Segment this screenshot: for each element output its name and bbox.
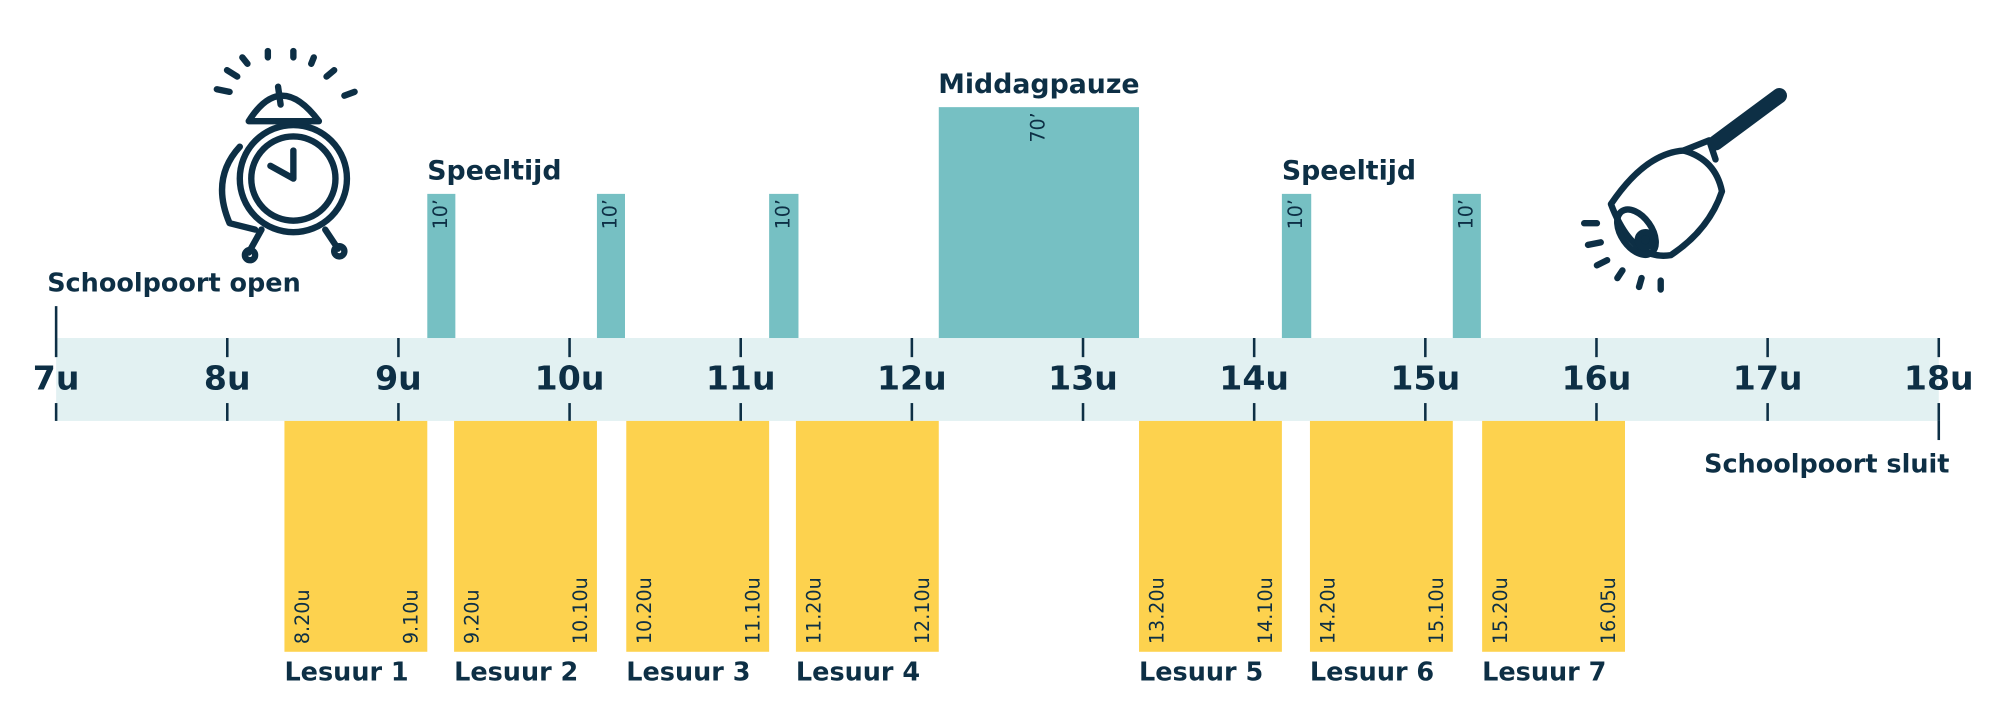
break-block (1452, 193, 1481, 339)
hour-label: 18u (1904, 359, 1974, 398)
break-block (769, 193, 799, 339)
hour-label: 14u (1219, 359, 1289, 398)
break-title: Speeltijd (1282, 156, 1416, 187)
break-title: Middagpauze (938, 69, 1139, 100)
time-band (56, 338, 1939, 421)
hour-label: 11u (706, 359, 776, 398)
hour-label: 15u (1390, 359, 1460, 398)
lesson-end: 15.10u (1425, 577, 1448, 644)
lesson-start: 8.20u (291, 589, 314, 644)
hour-label: 7u (33, 359, 80, 398)
break-block (938, 107, 1140, 339)
bell-icon (1580, 88, 1787, 293)
hour-label: 13u (1048, 359, 1118, 398)
lesson-name: Lesuur 5 (1139, 657, 1263, 687)
lesson-name: Lesuur 3 (626, 657, 750, 687)
lesson-block (1139, 420, 1282, 652)
lesson-start: 10.20u (633, 577, 656, 644)
lesson-block (626, 420, 770, 652)
lesson-block (284, 420, 428, 652)
break-duration: 10’ (1284, 199, 1307, 229)
lesson-start: 9.20u (461, 589, 484, 644)
lesson-name: Lesuur 6 (1310, 657, 1434, 687)
break-duration: 10’ (429, 199, 452, 229)
lesson-name: Lesuur 2 (454, 657, 578, 687)
lesson-end: 12.10u (911, 577, 934, 644)
break-title: Speeltijd (427, 156, 561, 187)
hour-label: 9u (375, 359, 422, 398)
lesson-start: 11.20u (803, 577, 826, 644)
lesson-name: Lesuur 7 (1482, 657, 1606, 687)
alarm-clock-icon (213, 47, 358, 264)
break-block (1281, 193, 1312, 339)
lesson-start: 13.20u (1146, 577, 1169, 644)
lesson-block (1482, 420, 1625, 652)
hour-label: 17u (1733, 359, 1803, 398)
lesson-block (454, 420, 597, 652)
break-duration: 10’ (1454, 199, 1477, 229)
lesson-name: Lesuur 1 (284, 657, 408, 687)
hour-label: 10u (535, 359, 605, 398)
break-duration: 10’ (771, 199, 794, 229)
lesson-end: 10.10u (569, 577, 592, 644)
lesson-end: 16.05u (1597, 577, 1620, 644)
hour-label: 12u (877, 359, 947, 398)
hour-label: 16u (1562, 359, 1632, 398)
break-block (427, 193, 456, 339)
lesson-block (1309, 420, 1453, 652)
lesson-start: 14.20u (1317, 577, 1340, 644)
break-duration: 10’ (598, 199, 621, 229)
lesson-end: 14.10u (1254, 577, 1277, 644)
lesson-start: 15.20u (1489, 577, 1512, 644)
lesson-end: 9.10u (399, 589, 422, 644)
break-duration: 70’ (1026, 112, 1049, 142)
lesson-block (795, 420, 939, 652)
lesson-name: Lesuur 4 (796, 657, 920, 687)
break-block (596, 193, 625, 339)
lesson-end: 11.10u (741, 577, 764, 644)
hour-label: 8u (204, 359, 251, 398)
gate-close-label: Schoolpoort sluit (1704, 450, 1949, 480)
gate-open-label: Schoolpoort open (47, 268, 301, 298)
